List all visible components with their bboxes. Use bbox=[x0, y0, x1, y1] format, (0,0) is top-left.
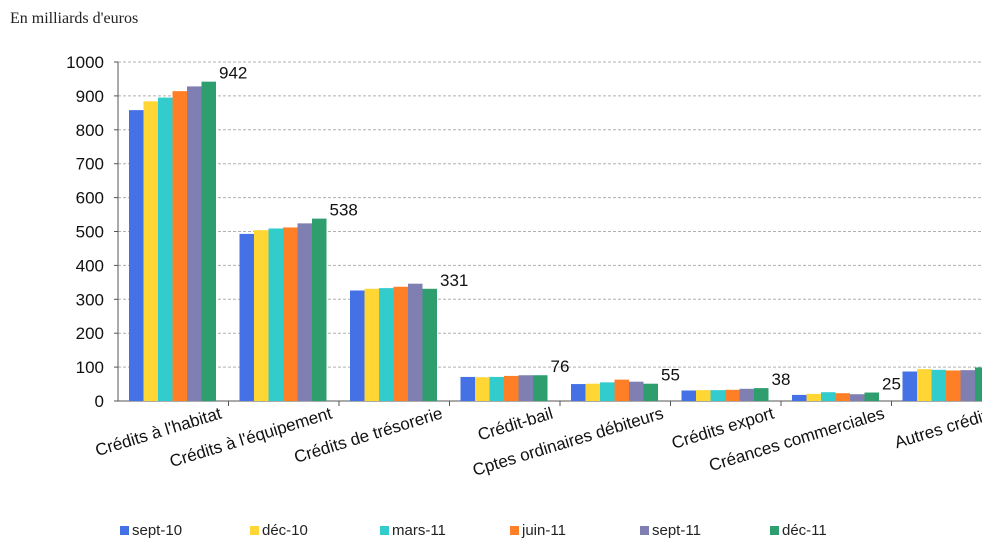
data-label: 25 bbox=[882, 375, 901, 394]
legend-swatch bbox=[380, 526, 389, 535]
x-tick-label: Autres crédits bbox=[892, 404, 982, 453]
bar bbox=[821, 392, 836, 401]
bar bbox=[239, 233, 254, 401]
bar bbox=[379, 288, 394, 401]
bar bbox=[754, 388, 769, 401]
bar bbox=[518, 375, 533, 401]
bar bbox=[946, 370, 961, 401]
bar bbox=[475, 377, 490, 401]
legend: sept-10 déc-10 mars-11 juin-11 sept-11 déc-11 bbox=[120, 522, 900, 539]
bar bbox=[975, 367, 982, 401]
legend-item: juin-11 bbox=[510, 522, 640, 539]
legend-label: mars-11 bbox=[392, 522, 446, 539]
legend-item: sept-11 bbox=[640, 522, 770, 539]
bar bbox=[393, 286, 408, 401]
data-label: 55 bbox=[661, 366, 680, 385]
data-label: 38 bbox=[772, 370, 791, 389]
bar bbox=[792, 394, 807, 401]
legend-label: juin-11 bbox=[522, 522, 566, 539]
bar bbox=[960, 370, 975, 401]
bar bbox=[489, 376, 504, 401]
y-tick-label: 800 bbox=[76, 121, 104, 140]
bar bbox=[254, 230, 269, 401]
legend-item: déc-11 bbox=[770, 522, 900, 539]
data-label: 538 bbox=[330, 201, 358, 220]
legend-swatch bbox=[250, 526, 259, 535]
y-tick-label: 100 bbox=[76, 358, 104, 377]
bar bbox=[504, 375, 519, 401]
bar bbox=[739, 388, 754, 401]
legend-item: sept-10 bbox=[120, 522, 250, 539]
y-tick-label: 500 bbox=[76, 223, 104, 242]
bar bbox=[172, 91, 187, 402]
legend-label: sept-10 bbox=[132, 522, 183, 539]
bar bbox=[297, 223, 312, 401]
bar bbox=[850, 394, 865, 401]
bar bbox=[585, 383, 600, 401]
bar bbox=[600, 382, 615, 401]
bar bbox=[931, 369, 946, 401]
y-tick-label: 300 bbox=[76, 290, 104, 309]
bar bbox=[283, 227, 298, 401]
bar bbox=[129, 110, 144, 401]
bar bbox=[917, 369, 932, 401]
data-label: 942 bbox=[219, 64, 247, 83]
x-tick-label: Cptes ordinaires débiteurs bbox=[470, 404, 665, 480]
y-tick-label: 600 bbox=[76, 189, 104, 208]
bar bbox=[902, 371, 917, 401]
bar bbox=[312, 218, 327, 401]
legend-swatch bbox=[770, 526, 779, 535]
bar bbox=[643, 383, 658, 401]
bar bbox=[364, 288, 379, 401]
bar bbox=[422, 288, 437, 401]
y-tick-label: 400 bbox=[76, 256, 104, 275]
unit-label: En milliards d'euros bbox=[10, 10, 139, 27]
bar bbox=[629, 381, 644, 401]
bar bbox=[408, 283, 423, 401]
bar bbox=[143, 101, 158, 401]
legend-label: sept-11 bbox=[652, 522, 701, 539]
legend-item: mars-11 bbox=[380, 522, 510, 539]
legend-label: déc-10 bbox=[262, 522, 308, 539]
bar bbox=[533, 375, 548, 401]
y-tick-label: 0 bbox=[95, 392, 104, 411]
bar bbox=[710, 390, 725, 401]
legend-swatch bbox=[640, 526, 649, 535]
legend-swatch bbox=[510, 526, 519, 535]
bar bbox=[614, 379, 629, 401]
bar bbox=[350, 290, 365, 401]
bar bbox=[158, 97, 173, 401]
bar bbox=[835, 393, 850, 401]
data-label: 76 bbox=[551, 357, 570, 376]
legend-swatch bbox=[120, 526, 129, 535]
bar bbox=[460, 376, 475, 401]
y-tick-label: 700 bbox=[76, 155, 104, 174]
bar bbox=[571, 384, 586, 401]
x-tick-label: Crédit-bail bbox=[476, 404, 556, 445]
bar bbox=[864, 392, 879, 401]
y-tick-label: 900 bbox=[76, 87, 104, 106]
bar bbox=[187, 86, 202, 402]
y-tick-label: 1000 bbox=[66, 53, 104, 72]
bar bbox=[696, 390, 711, 401]
legend-item: déc-10 bbox=[250, 522, 380, 539]
bar bbox=[806, 393, 821, 401]
legend-label: déc-11 bbox=[782, 522, 827, 539]
bar bbox=[201, 81, 216, 402]
y-tick-label: 200 bbox=[76, 324, 104, 343]
bar bbox=[725, 389, 740, 401]
bar bbox=[268, 228, 283, 401]
bar bbox=[681, 390, 696, 401]
data-label: 331 bbox=[440, 271, 468, 290]
